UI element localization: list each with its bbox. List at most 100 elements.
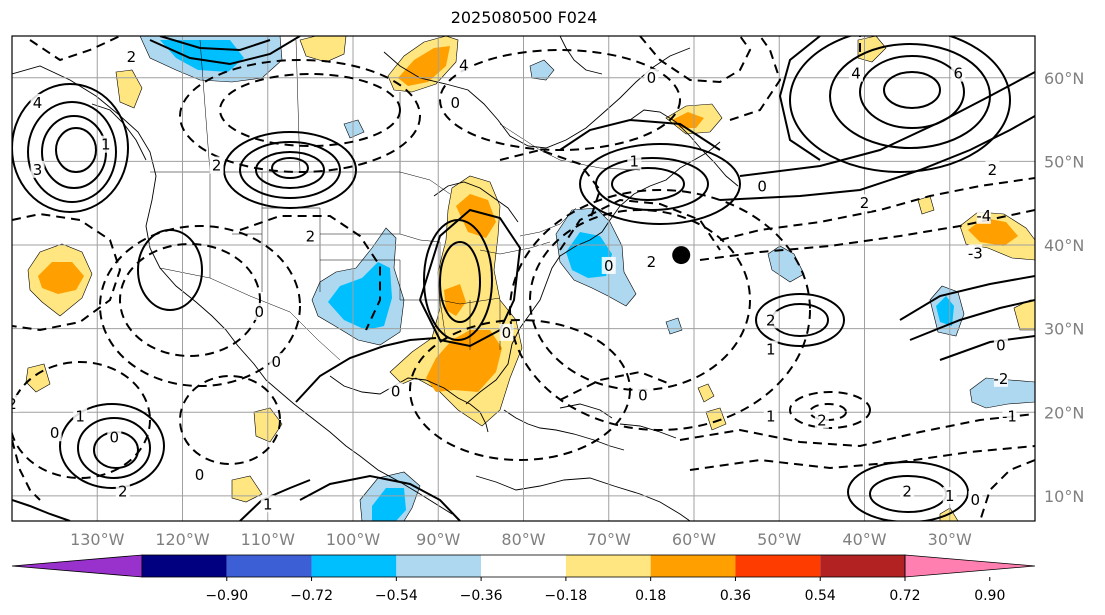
contour xyxy=(59,403,165,489)
contour xyxy=(99,225,301,387)
contour-label-bg xyxy=(814,411,829,429)
contour-label-bg xyxy=(644,68,659,86)
longitude-label: 80°W xyxy=(501,530,545,549)
colorbar-tick-label: −0.36 xyxy=(460,588,503,604)
contour-label-bg xyxy=(499,323,514,341)
contour xyxy=(439,241,481,323)
longitude-label: 130°W xyxy=(70,530,125,549)
contour-label-bg xyxy=(848,64,863,82)
longitude-label: 120°W xyxy=(155,530,210,549)
contour xyxy=(219,73,401,147)
map-title: 2025080500 F024 xyxy=(450,8,598,27)
contour-label: 3 xyxy=(33,161,43,179)
contour-label: 0 xyxy=(110,428,120,446)
contour-label-bg xyxy=(269,353,284,371)
contour xyxy=(295,337,437,403)
contour-label: 0 xyxy=(502,324,512,342)
contour-label-bg xyxy=(951,64,966,82)
contour-label-bg xyxy=(763,340,778,358)
contour-label-bg xyxy=(857,194,872,212)
contour xyxy=(419,208,522,348)
latitude-label: 20°N xyxy=(1044,403,1084,422)
contour xyxy=(639,36,752,84)
contour-label-bg xyxy=(993,369,1008,387)
contour-label-bg xyxy=(12,394,19,412)
contour xyxy=(179,375,281,465)
contour-label: 2 xyxy=(902,483,912,501)
positive-anomaly-area xyxy=(25,363,51,393)
contour xyxy=(223,131,357,209)
contour-label: 0 xyxy=(604,257,614,275)
contour xyxy=(729,36,782,121)
contour xyxy=(439,49,681,151)
contour xyxy=(499,148,602,221)
colorbar-tick-label: −0.54 xyxy=(375,588,418,604)
colorbar-tick-labels: −0.90 −0.72 −0.54 −0.36 −0.18 0.18 0.36 0.54 0.7… xyxy=(205,577,1005,604)
contour xyxy=(939,335,1035,361)
contour-label: 2 xyxy=(118,483,128,501)
contour-label-bg xyxy=(192,466,207,484)
colorbar-tick-label: −0.90 xyxy=(205,588,248,604)
contour-label: 2 xyxy=(817,412,827,430)
contour-label-bg xyxy=(755,177,770,195)
contour-label-bg xyxy=(388,382,403,400)
contour-label-bg xyxy=(993,336,1008,354)
border xyxy=(320,259,401,300)
longitude-label: 100°W xyxy=(326,530,381,549)
coastline xyxy=(629,109,739,187)
contour-label: 2 xyxy=(127,48,137,66)
contour xyxy=(159,36,271,52)
contour-label: 2 xyxy=(306,228,316,246)
latitude-label: 10°N xyxy=(1044,487,1084,506)
contour xyxy=(755,293,845,347)
positive-anomaly-area xyxy=(299,36,347,63)
border xyxy=(295,39,301,173)
contour-label-bg xyxy=(30,160,45,178)
contour-label-bg xyxy=(968,244,983,262)
contour-label-bg xyxy=(627,152,642,170)
contour xyxy=(409,319,631,461)
contour xyxy=(271,157,309,179)
colorbar-tick-label: 0.18 xyxy=(635,588,666,604)
location-marker xyxy=(672,246,691,265)
contour-label-bg xyxy=(303,227,318,245)
contour-label-bg xyxy=(73,407,88,425)
longitude-label: 40°W xyxy=(842,530,886,549)
contour xyxy=(899,275,1035,321)
contour xyxy=(12,83,129,213)
contour-label-bg xyxy=(763,407,778,425)
contour-label-bg xyxy=(644,252,659,270)
contour-label-bg xyxy=(260,495,275,513)
contour-label: 0 xyxy=(638,387,648,405)
strong-positive-anomaly-area xyxy=(456,194,496,238)
coastline xyxy=(503,409,625,451)
border xyxy=(499,123,641,171)
contour xyxy=(77,417,151,479)
contour xyxy=(847,461,969,521)
border xyxy=(199,39,211,173)
longitude-labels: 130°W 120°W 110°W 100°W 90°W 80°W 70°W 60°W 50°W… xyxy=(70,530,972,549)
colorbar-tick-label: 0.54 xyxy=(805,588,836,604)
contour-label-bg xyxy=(968,491,983,509)
colorbar-tick-label: −0.72 xyxy=(290,588,333,604)
contour-label: 0 xyxy=(757,178,767,196)
contour xyxy=(149,36,301,66)
colorbar-segment xyxy=(396,555,482,577)
contour xyxy=(239,141,341,199)
contour-label: -3 xyxy=(968,244,983,262)
colorbar-tick-label: 0.90 xyxy=(974,588,1005,604)
colorbar-segment xyxy=(226,555,312,577)
contour-label: 2 xyxy=(860,194,870,212)
contour-label: 2 xyxy=(988,161,998,179)
negative-anomaly-area xyxy=(529,59,555,81)
contour-label-bg xyxy=(30,93,45,111)
positive-anomaly-area xyxy=(705,407,727,431)
colorbar-frame xyxy=(141,554,906,578)
longitude-label: 110°W xyxy=(241,530,296,549)
contour-label-bg xyxy=(1002,407,1017,425)
contour xyxy=(239,479,311,521)
contour-label: 0 xyxy=(647,69,657,87)
contour-label: 0 xyxy=(195,466,205,484)
coastline xyxy=(12,65,453,515)
